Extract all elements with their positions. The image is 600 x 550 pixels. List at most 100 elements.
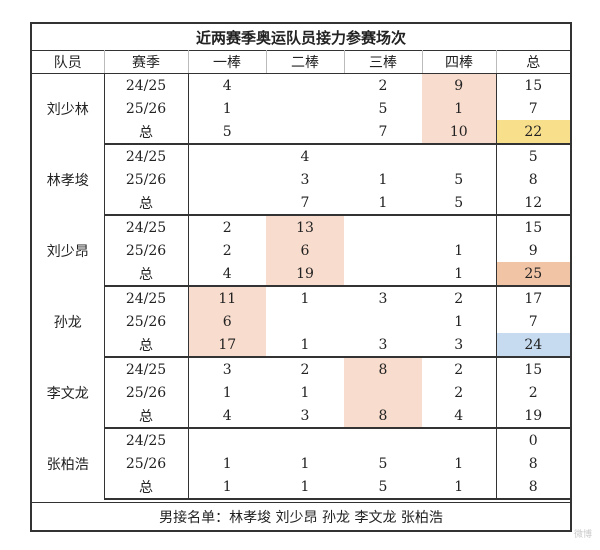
leg-4-cell: 1: [422, 262, 496, 287]
season-cell: 25/26: [104, 310, 189, 333]
total-cell: 25: [495, 262, 570, 287]
leg-1-cell: 2: [222, 242, 232, 259]
total-cell: 8: [495, 452, 570, 475]
table-row: 25/26 3 1 5 8: [32, 168, 570, 191]
total-cell: 8: [495, 475, 570, 500]
total-cell: 8: [495, 168, 570, 191]
leg-2-cell: 19: [266, 262, 344, 287]
season-cell: 24/25: [104, 73, 189, 97]
table-body: 刘少林 24/25 4 2 9 15 25/26 1 5 1 7 总 5 7 10 22 林孝埈 24/25 4 5 2…: [32, 73, 570, 500]
leg-4-cell: 1: [422, 97, 496, 120]
season-cell: 24/25: [104, 215, 189, 239]
leg-4-cell: 1: [454, 242, 464, 259]
total-cell: 7: [495, 97, 570, 120]
leg-1-cell: [188, 144, 266, 168]
player-name: 李文龙: [32, 357, 105, 428]
leg-3-cell: [344, 215, 422, 239]
leg-1-cell: 3: [222, 361, 232, 378]
table-row: 总 4 19 1 25: [32, 262, 570, 287]
table-title: 近两赛季奥运队员接力参赛场次: [32, 24, 570, 51]
player-name: 孙龙: [32, 286, 105, 357]
leg-2-cell: 3: [300, 171, 310, 188]
leg-2-cell: 3: [266, 404, 344, 429]
leg-4-cell: 5: [422, 191, 496, 216]
header-season: 赛季: [104, 50, 189, 74]
leg-1-cell: 1: [222, 384, 232, 401]
leg-3-cell: 3: [378, 290, 388, 307]
season-cell: 24/25: [104, 286, 189, 310]
total-cell: 12: [495, 191, 570, 216]
leg-4-cell: 2: [454, 384, 464, 401]
leg-2-cell: 1: [266, 475, 344, 500]
leg-2-cell: 1: [300, 384, 310, 401]
leg-4-cell: [422, 428, 496, 452]
leg-4-cell: 1: [454, 313, 464, 330]
table-row: 25/26 1 5 1 7: [32, 97, 570, 120]
leg-3-cell: 5: [344, 475, 422, 500]
season-cell: 总: [104, 404, 189, 429]
leg-2-cell: [266, 120, 344, 145]
leg-4-cell: 2: [454, 361, 464, 378]
total-cell: 24: [495, 333, 570, 358]
leg-1-cell: 5: [188, 120, 266, 145]
table-row: 总 4 3 8 4 19: [32, 404, 570, 429]
relay-stats-table: 队员 赛季 一棒 二棒 三棒 四棒 总 刘少林 24/25 4 2 9 15 25/26 1 5…: [32, 50, 570, 500]
total-cell: 22: [495, 120, 570, 145]
table-row: 25/26 1 1 5 1 8: [32, 452, 570, 475]
leg-1-cell: 17: [188, 333, 266, 358]
leg-4-cell: 1: [422, 475, 496, 500]
leg-1-cell: 4: [188, 404, 266, 429]
table-row: 25/26 1 1 2 2: [32, 381, 570, 404]
leg-4-cell: 4: [422, 404, 496, 429]
season-cell: 总: [104, 475, 189, 500]
watermark: 微博: [573, 530, 592, 540]
leg-4-cell: 1: [454, 455, 464, 472]
table-row: 刘少昂 24/25 2 13 15: [32, 215, 570, 286]
leg-2-cell: 1: [266, 333, 344, 358]
season-cell: 25/26: [104, 97, 189, 120]
header-total: 总: [496, 50, 570, 74]
season-cell: 25/26: [104, 452, 189, 475]
season-cell: 总: [104, 120, 189, 145]
player-name: 张柏浩: [32, 428, 105, 499]
season-cell: 25/26: [104, 381, 189, 404]
leg-2-cell: 4: [300, 148, 310, 165]
table-row: 孙龙 24/25 11 1 3 2 17: [32, 286, 570, 357]
leg-4-cell: [422, 215, 496, 239]
leg-2-cell: [266, 97, 344, 120]
leg-2-cell: 1: [300, 290, 310, 307]
leg-3-cell: 5: [378, 100, 388, 117]
leg-3-cell: [344, 381, 422, 404]
header-leg-2: 二棒: [266, 50, 345, 74]
player-name: 林孝埈: [32, 144, 105, 215]
leg-2-cell: 13: [266, 215, 344, 239]
leg-3-cell: [344, 144, 422, 168]
table-row: 李文龙 24/25 3 2 8 2 15: [32, 357, 570, 428]
leg-3-cell: 7: [344, 120, 422, 145]
leg-1-cell: 2: [222, 219, 232, 236]
roster-footer: 男接名单：林孝埈 刘少昂 孙龙 李文龙 张柏浩: [32, 502, 570, 530]
leg-2-cell: 2: [300, 361, 310, 378]
table-row: 总 7 1 5 12: [32, 191, 570, 216]
leg-3-cell: 1: [344, 191, 422, 216]
leg-3-cell: 2: [378, 77, 388, 94]
season-cell: 25/26: [104, 239, 189, 262]
relay-table-sheet: 近两赛季奥运队员接力参赛场次 队员 赛季 一棒 二棒 三棒 四棒 总 刘少林 24…: [30, 22, 572, 532]
player-name: 刘少昂: [32, 215, 105, 286]
season-cell: 总: [104, 262, 189, 287]
season-cell: 总: [104, 191, 189, 216]
leg-4-cell: 2: [454, 290, 464, 307]
season-cell: 总: [104, 333, 189, 358]
table-row: 林孝埈 24/25 4 5: [32, 144, 570, 215]
total-cell: 9: [495, 239, 570, 262]
leg-3-cell: 5: [378, 455, 388, 472]
leg-3-cell: 3: [344, 333, 422, 358]
header-player: 队员: [32, 50, 105, 74]
table-row: 总 17 1 3 3 24: [32, 333, 570, 358]
leg-3-cell: 8: [344, 404, 422, 429]
leg-1-cell: [188, 168, 266, 191]
table-row: 总 5 7 10 22: [32, 120, 570, 145]
leg-3-cell: [344, 262, 422, 287]
leg-4-cell: 10: [422, 120, 496, 145]
